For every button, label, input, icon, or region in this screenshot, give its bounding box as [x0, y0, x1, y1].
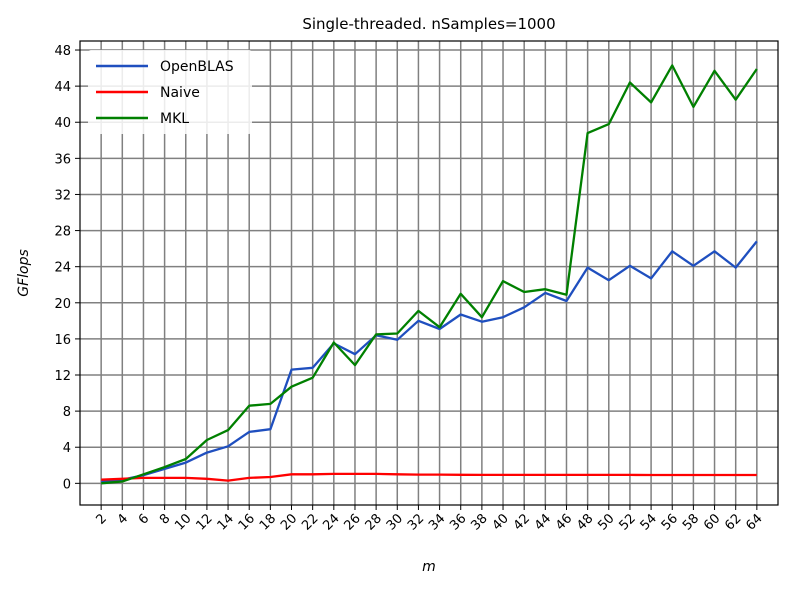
- plot-frame: [79, 40, 779, 506]
- y-tick-label: 48: [54, 44, 71, 59]
- series-line-openblas: [101, 240, 758, 483]
- y-tick-label: 8: [63, 405, 71, 420]
- y-tick-label: 44: [54, 80, 71, 95]
- y-tick-label: 40: [54, 116, 71, 131]
- x-axis-label: m: [422, 559, 436, 575]
- y-tick-label: 36: [54, 152, 71, 167]
- legend-box: [88, 50, 252, 134]
- y-tick-label: 4: [63, 441, 71, 456]
- y-axis-label: GFlops: [16, 249, 32, 297]
- series-lines: [101, 64, 758, 485]
- y-tick-label: 24: [54, 261, 71, 276]
- y-tick-label: 12: [54, 369, 71, 384]
- y-tick-label: 28: [54, 225, 71, 240]
- series-line-naive: [101, 472, 757, 482]
- y-tick-label: 32: [54, 188, 71, 203]
- legend: OpenBLAS Naive MKL: [88, 50, 252, 134]
- y-tick-label: 0: [63, 477, 71, 492]
- legend-label: MKL: [160, 111, 189, 127]
- chart-title: Single-threaded. nSamples=1000: [302, 15, 555, 33]
- legend-label: OpenBLAS: [160, 59, 234, 75]
- y-tick-label: 16: [54, 333, 71, 348]
- legend-label: Naive: [160, 85, 200, 101]
- y-tick-label: 20: [54, 297, 71, 312]
- series-line-mkl: [101, 64, 758, 485]
